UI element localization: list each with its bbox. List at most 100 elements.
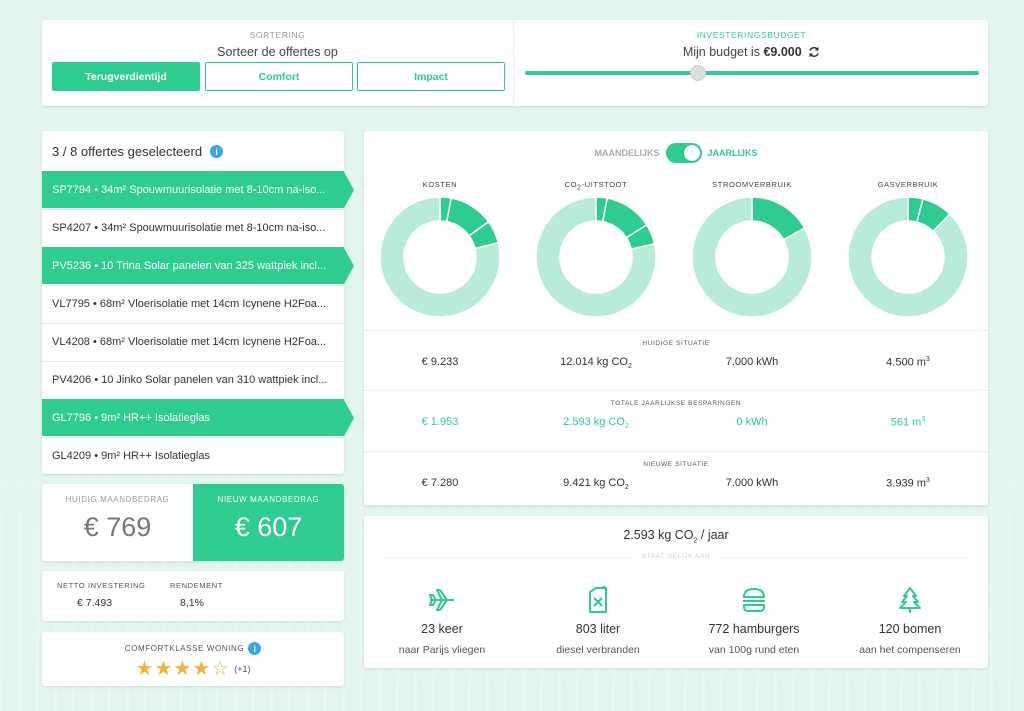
section-value: € 7.280 bbox=[365, 477, 515, 489]
budget-prefix: Mijn budget is bbox=[682, 45, 764, 59]
offer-item[interactable]: GL7796 • 9m² HR++ Isolatieglas bbox=[42, 399, 354, 436]
offer-list-header: 3 / 8 offertes geselecteerd i bbox=[52, 144, 224, 159]
co2-card: 2.593 kg CO2 / jaar STAAT GELIJK AAN 23 … bbox=[364, 516, 988, 668]
top-bar: SORTERING Sorteer de offertes op Terugve… bbox=[42, 20, 988, 106]
sorting-section: SORTERING Sorteer de offertes op Terugve… bbox=[42, 20, 514, 106]
comparison-card: MAANDELIJKS JAARLIJKS KOSTEN CO2-UITSTOOT… bbox=[364, 131, 988, 505]
comfort-card: COMFORTKLASSE WONING i ★ ★ ★ ★ ☆ (+1) bbox=[42, 632, 344, 686]
yearly-label[interactable]: JAARLIJKS bbox=[707, 148, 758, 158]
donut-title: GASVERBRUIK bbox=[877, 180, 939, 189]
new-monthly: NIEUW MAANDBEDRAG € 607 bbox=[193, 484, 344, 561]
monthly-amount-card: HUIDIG MAANDBEDRAG € 769 NIEUW MAANDBEDR… bbox=[42, 484, 344, 561]
equivalent-description: aan het compenseren bbox=[859, 644, 961, 656]
donut-title: KOSTEN bbox=[422, 180, 458, 189]
section-value-text: 12.014 kg CO bbox=[560, 356, 628, 368]
section-value-text: € 9.233 bbox=[421, 356, 459, 368]
donut-segment bbox=[379, 196, 501, 318]
section-value-text: 7.000 kWh bbox=[725, 477, 779, 489]
airplane-icon bbox=[364, 586, 520, 614]
section-value-text: 0 kWh bbox=[736, 416, 768, 428]
new-monthly-label: NIEUW MAANDBEDRAG bbox=[217, 495, 320, 504]
net-investment-label: NETTO INVESTERING bbox=[57, 581, 146, 590]
offer-item[interactable]: SP7794 • 34m² Spouwmuurisolatie met 8-10… bbox=[42, 171, 354, 208]
offer-item[interactable]: VL7795 • 68m² Vloerisolatie met 14cm Icy… bbox=[42, 285, 344, 322]
star-empty-icon: ☆ bbox=[211, 658, 230, 680]
section-value-text: € 7.280 bbox=[421, 477, 459, 489]
return-label: RENDEMENT bbox=[170, 581, 223, 590]
section-value-text: 561 m bbox=[890, 416, 922, 429]
period-toggle[interactable] bbox=[665, 143, 702, 163]
budget-section: INVESTERINGSBUDGET Mijn budget is €9.000 bbox=[515, 20, 988, 106]
star-filled-icon: ★ bbox=[192, 658, 211, 680]
equivalent-description: diesel verbranden bbox=[556, 644, 640, 656]
equivalent-amount: 803 liter bbox=[575, 622, 621, 636]
monthly-label[interactable]: MAANDELIJKS bbox=[594, 148, 660, 158]
section-value: 0 kWh bbox=[677, 416, 827, 428]
budget-slider-thumb[interactable] bbox=[689, 65, 706, 81]
equivalent-description: van 100g rund eten bbox=[708, 644, 800, 656]
donut-chart bbox=[535, 196, 657, 318]
investment-card: NETTO INVESTERING € 7.493 RENDEMENT 8,1% bbox=[42, 571, 344, 621]
budget-amount: €9.000 bbox=[763, 45, 802, 59]
star-filled-icon: ★ bbox=[135, 658, 154, 680]
section-title: TOTALE JAARLIJKSE BESPARINGEN bbox=[610, 400, 742, 407]
sort-comfort-button[interactable]: Comfort bbox=[205, 62, 353, 91]
section-value-text: 4.500 m bbox=[886, 356, 926, 369]
offer-item[interactable]: VL4208 • 68m² Vloerisolatie met 14cm Icy… bbox=[42, 323, 344, 360]
section-title: NIEUWE SITUATIE bbox=[643, 461, 709, 468]
equivalent-amount: 23 keer bbox=[421, 622, 463, 636]
offer-item[interactable]: GL4209 • 9m² HR++ Isolatieglas bbox=[42, 437, 344, 474]
jerrycan-icon bbox=[520, 586, 676, 614]
star-filled-icon: ★ bbox=[154, 658, 173, 680]
co2-equivalent: 120 bomen aan het compenseren bbox=[832, 586, 988, 656]
sorting-subtitle: Sorteer de offertes op bbox=[217, 45, 338, 59]
offer-item[interactable]: PV4206 • 10 Jinko Solar panelen van 310 … bbox=[42, 361, 344, 398]
offer-item-label: VL4208 • 68m² Vloerisolatie met 14cm Icy… bbox=[52, 336, 327, 348]
equivalent-amount: 772 hamburgers bbox=[708, 622, 800, 636]
co2-subtitle: STAAT GELIJK AAN bbox=[364, 553, 988, 560]
donut-title: CO2-UITSTOOT bbox=[564, 180, 628, 192]
sorting-title: SORTERING bbox=[249, 30, 306, 40]
toggle-knob[interactable] bbox=[683, 145, 700, 161]
offer-item[interactable]: PV5236 • 10 Trina Solar panelen van 325 … bbox=[42, 247, 354, 284]
current-monthly-label: HUIDIG MAANDBEDRAG bbox=[65, 495, 170, 504]
info-icon[interactable]: i bbox=[210, 145, 224, 158]
situation-section: TOTALE JAARLIJKSE BESPARINGEN € 1.953 2.59… bbox=[364, 390, 988, 450]
current-monthly-value: € 769 bbox=[83, 512, 152, 542]
sort-impact-button[interactable]: Impact bbox=[357, 62, 505, 91]
new-monthly-value: € 607 bbox=[234, 512, 303, 542]
offer-item[interactable]: SP4207 • 34m² Spouwmuurisolatie met 8-10… bbox=[42, 209, 344, 246]
tree-icon bbox=[832, 586, 988, 614]
situation-section: HUIDIGE SITUATIE € 9.233 12.014 kg CO2 7.00… bbox=[364, 330, 988, 390]
comfort-stars: ★ ★ ★ ★ ☆ (+1) bbox=[42, 659, 344, 679]
info-icon[interactable]: i bbox=[248, 642, 262, 655]
co2-equivalent: 23 keer naar Parijs vliegen bbox=[364, 586, 520, 656]
co2-equivalent: 803 liter diesel verbranden bbox=[520, 586, 676, 656]
co2-subtitle-text: STAAT GELIJK AAN bbox=[633, 553, 719, 560]
co2-equivalent: 772 hamburgers van 100g rund eten bbox=[676, 586, 832, 656]
co2-title-prefix: 2.593 kg CO bbox=[623, 528, 694, 542]
section-value: € 1.953 bbox=[365, 416, 515, 428]
co2-title: 2.593 kg CO2 / jaar bbox=[623, 528, 729, 545]
current-monthly: HUIDIG MAANDBEDRAG € 769 bbox=[42, 484, 193, 561]
sort-payback-button[interactable]: Terugverdientijd bbox=[52, 62, 200, 91]
budget-slider-track[interactable] bbox=[525, 71, 979, 75]
comfort-title-text: COMFORTKLASSE WONING bbox=[124, 644, 245, 653]
section-value: € 9.233 bbox=[365, 356, 515, 368]
section-value-text: € 1.953 bbox=[421, 416, 459, 428]
offer-item-label: PV5236 • 10 Trina Solar panelen van 325 … bbox=[52, 260, 327, 272]
offer-item-label: SP4207 • 34m² Spouwmuurisolatie met 8-10… bbox=[52, 222, 326, 234]
comfort-title: COMFORTKLASSE WONING i bbox=[42, 642, 344, 655]
section-value: 12.014 kg CO2 bbox=[560, 356, 632, 371]
section-value: 561 m3 bbox=[890, 416, 926, 429]
situation-section: NIEUWE SITUATIE € 7.280 9.421 kg CO2 7.000 … bbox=[364, 451, 988, 511]
offer-item-label: GL7796 • 9m² HR++ Isolatieglas bbox=[52, 412, 210, 424]
offer-item-label: PV4206 • 10 Jinko Solar panelen van 310 … bbox=[52, 374, 328, 386]
offer-count: 3 / 8 offertes geselecteerd bbox=[52, 144, 203, 159]
section-value-text: 9.421 kg CO bbox=[563, 477, 625, 489]
star-filled-icon: ★ bbox=[173, 658, 192, 680]
return-value: 8,1% bbox=[180, 597, 204, 609]
section-value: 7.000 kWh bbox=[677, 356, 827, 368]
hamburger-icon bbox=[676, 586, 832, 614]
refresh-icon[interactable] bbox=[808, 46, 820, 58]
